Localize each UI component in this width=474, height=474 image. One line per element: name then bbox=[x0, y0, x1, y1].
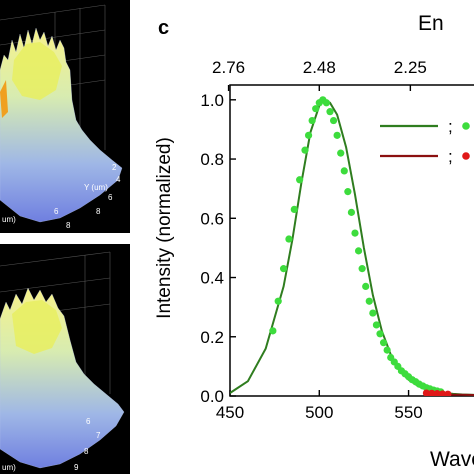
x-axis-ticks: 450 500 550 bbox=[216, 390, 423, 422]
series-1-point bbox=[358, 265, 366, 273]
series-1-point bbox=[312, 105, 320, 113]
y-tick-label: 1.0 bbox=[200, 91, 224, 110]
series-1-point bbox=[285, 235, 293, 243]
y-tick-a-3: 8 bbox=[96, 207, 101, 216]
y-axis-ticks: 0.0 0.2 0.4 0.6 0.8 1.0 bbox=[200, 91, 236, 406]
x-tick-label: 450 bbox=[216, 403, 244, 422]
plot-frame bbox=[229, 84, 474, 397]
series-1-point bbox=[290, 205, 298, 213]
legend-marker-1 bbox=[462, 152, 470, 160]
series-1-point bbox=[308, 116, 316, 125]
series-1-point bbox=[337, 149, 345, 157]
series-1-point bbox=[329, 116, 338, 125]
x-tick-b-1: 7 bbox=[96, 431, 101, 440]
series-1-point bbox=[296, 176, 304, 184]
y-tick-label: 0.4 bbox=[200, 269, 224, 288]
surface-plot-a: 2 4 6 8 Y (um) um) 6 8 bbox=[0, 0, 130, 233]
top-axis-ticks: 2.76 2.48 2.25 bbox=[212, 58, 427, 91]
series-1-point bbox=[369, 309, 377, 317]
top-axis-label: En bbox=[418, 12, 444, 35]
y-tick-label: 0.8 bbox=[200, 150, 224, 169]
series-1-point bbox=[304, 131, 313, 139]
x-tick-b-2: 8 bbox=[84, 447, 89, 456]
surface-peak-a bbox=[0, 80, 8, 118]
series-1-point bbox=[379, 339, 388, 347]
series-1-point bbox=[333, 131, 341, 139]
x-tick-label: 550 bbox=[394, 403, 422, 422]
series-1-point bbox=[351, 229, 359, 237]
series-3-point bbox=[433, 390, 441, 396]
series-1-point bbox=[274, 297, 282, 305]
surface-plot-a-graphic: 2 4 6 8 Y (um) um) 6 8 bbox=[0, 4, 123, 230]
surface-plot-b-graphic: um) 6 7 8 9 bbox=[0, 251, 125, 472]
x-tick-a-1: 8 bbox=[66, 221, 71, 230]
series-1-point bbox=[376, 330, 384, 338]
x-axis-label-b: um) bbox=[2, 463, 16, 472]
series-1-point bbox=[344, 188, 352, 196]
series-1-point bbox=[326, 108, 334, 116]
series-layer bbox=[230, 96, 474, 396]
series-1-point bbox=[383, 346, 391, 354]
legend: ;; bbox=[380, 117, 470, 166]
series-1-point bbox=[362, 282, 370, 291]
x-tick-b-3: 9 bbox=[74, 463, 79, 472]
legend-separator-0: ; bbox=[448, 117, 453, 136]
series-0-line bbox=[230, 98, 474, 396]
series-1-point bbox=[269, 327, 277, 335]
series-group bbox=[230, 96, 474, 396]
series-3-point bbox=[428, 389, 436, 396]
series-1-point bbox=[301, 146, 309, 154]
legend-separator-1: ; bbox=[448, 147, 453, 166]
panel-label-c: c bbox=[158, 17, 169, 39]
y-axis-label: Intensity (normalized) bbox=[154, 137, 175, 319]
y-tick-label: 0.0 bbox=[200, 387, 224, 406]
y-tick-a-1: 4 bbox=[116, 175, 121, 184]
legend-marker-0 bbox=[462, 122, 470, 130]
surface-plot-b: um) 6 7 8 9 bbox=[0, 244, 130, 474]
top-tick-label: 2.76 bbox=[212, 58, 245, 77]
y-tick-label: 0.6 bbox=[200, 209, 224, 228]
x-axis-label-a: um) bbox=[2, 215, 16, 224]
x-tick-a-0: 6 bbox=[54, 207, 59, 216]
series-1-point bbox=[322, 99, 331, 107]
y-tick-a-0: 2 bbox=[112, 163, 117, 172]
y-tick-a-2: 6 bbox=[108, 193, 113, 202]
series-3-point bbox=[422, 389, 431, 396]
y-tick-label: 0.2 bbox=[200, 328, 224, 347]
y-axis-label-a: Y (um) bbox=[84, 183, 108, 192]
top-tick-label: 2.48 bbox=[303, 58, 336, 77]
x-tick-label: 500 bbox=[305, 403, 333, 422]
series-1-point bbox=[340, 167, 348, 175]
series-1-point bbox=[347, 208, 356, 216]
series-1-point bbox=[365, 297, 373, 305]
x-tick-b-0: 6 bbox=[86, 417, 91, 426]
top-tick-label: 2.25 bbox=[394, 58, 427, 77]
series-1-point bbox=[372, 321, 381, 329]
x-axis-label: Wave bbox=[430, 448, 474, 471]
series-1-point bbox=[279, 265, 288, 273]
spectrum-chart: c En Wave Intensity (normalized) 0.00.20… bbox=[154, 12, 474, 471]
plot-border bbox=[229, 84, 474, 397]
series-3-point bbox=[444, 390, 452, 396]
series-1-point bbox=[354, 247, 363, 255]
